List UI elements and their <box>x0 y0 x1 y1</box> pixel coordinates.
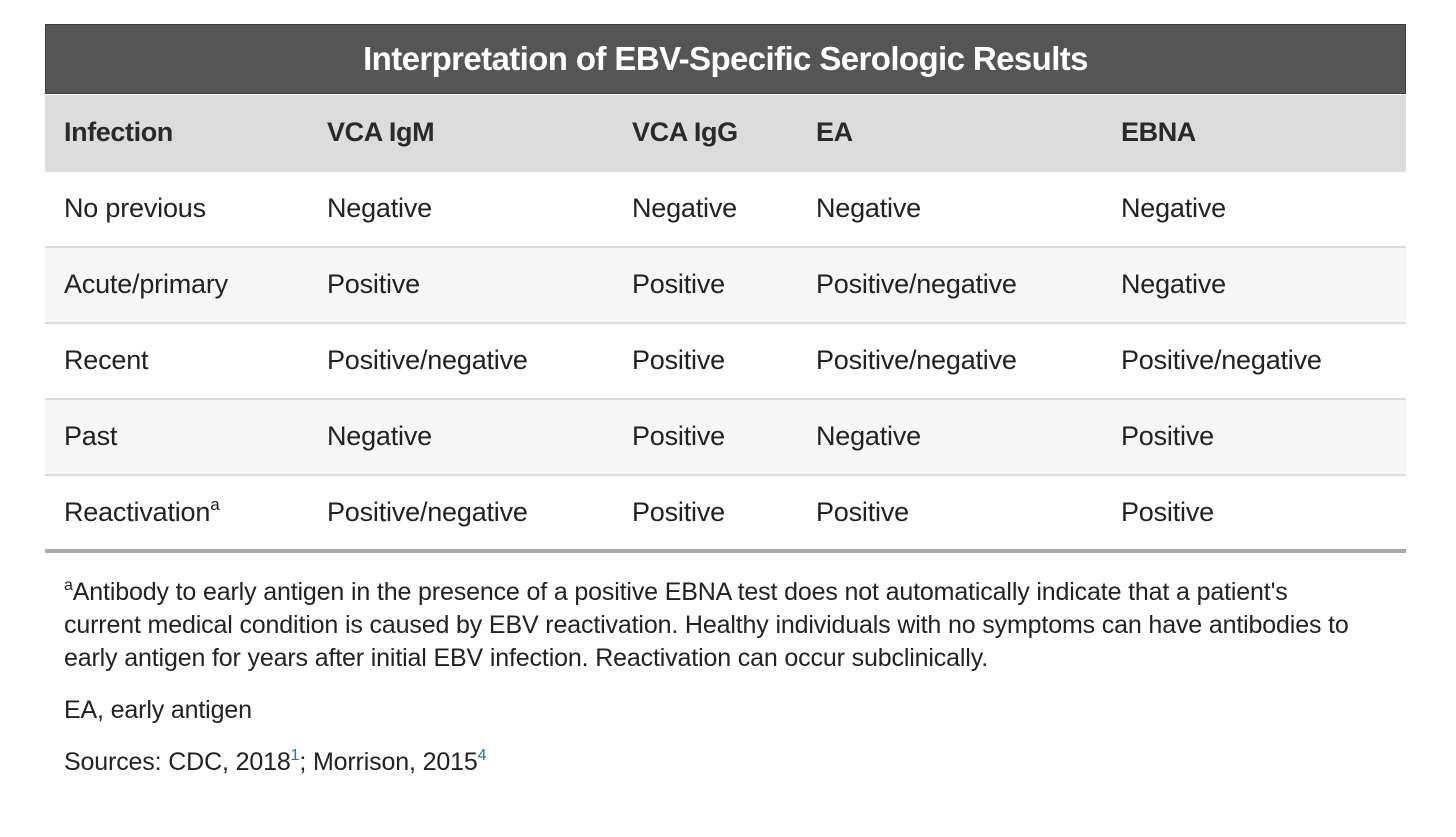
cell-ea: Positive/negative <box>816 269 1017 299</box>
cell-infection: No previous <box>64 193 206 223</box>
cell-vca-igm: Negative <box>327 421 432 451</box>
cell-vca-igg: Positive <box>632 496 725 527</box>
cell-vca-igg: Positive <box>632 421 725 451</box>
serology-table-container: Interpretation of EBV-Specific Serologic… <box>45 24 1406 553</box>
cell-ebna: Positive/negative <box>1121 345 1322 375</box>
cell-infection: Recent <box>64 345 149 375</box>
cell-vca-igm: Positive/negative <box>327 496 528 527</box>
cell-ea: Negative <box>816 193 921 223</box>
cell-ea: Negative <box>816 421 921 451</box>
footnote-marker-a: a <box>210 494 220 514</box>
footnote-a: aAntibody to early antigen in the presen… <box>64 576 1354 675</box>
cell-vca-igm: Negative <box>327 193 432 223</box>
column-header-vca-igg: VCA IgG <box>613 94 797 171</box>
cell-infection: Acute/primary <box>64 269 228 299</box>
column-header-ebna: EBNA <box>1102 94 1406 171</box>
cell-ea: Positive <box>816 496 909 527</box>
cell-vca-igg: Positive <box>632 269 725 299</box>
footnote-a-marker: a <box>64 577 73 594</box>
cell-infection: Reactivationa <box>64 494 220 527</box>
sources-note: Sources: CDC, 20181; Morrison, 20154 <box>64 747 487 777</box>
table-row: Past Negative Positive Negative Positive <box>45 398 1406 475</box>
table-footnotes: aAntibody to early antigen in the presen… <box>64 576 1354 798</box>
serology-table: Infection VCA IgM VCA IgG EA EBNA No pre… <box>45 94 1406 553</box>
column-header-ea: EA <box>797 94 1102 171</box>
reference-link-4[interactable]: 4 <box>477 747 487 764</box>
table-row: Reactivationa Positive/negative Positive… <box>45 474 1406 551</box>
table-row: No previous Negative Negative Negative N… <box>45 170 1406 247</box>
cell-ea: Positive/negative <box>816 345 1017 375</box>
cell-vca-igm: Positive/negative <box>327 345 528 375</box>
cell-vca-igg: Positive <box>632 345 725 375</box>
column-header-vca-igm: VCA IgM <box>308 94 613 171</box>
reference-link-1[interactable]: 1 <box>290 747 300 764</box>
cell-ebna: Positive <box>1121 421 1214 451</box>
column-header-infection: Infection <box>45 94 308 171</box>
source-morrison: Morrison, 2015 <box>312 748 478 776</box>
cell-ebna: Negative <box>1121 193 1226 223</box>
table-row: Acute/primary Positive Positive Positive… <box>45 246 1406 323</box>
cell-ebna: Positive <box>1121 496 1214 527</box>
cell-vca-igg: Negative <box>632 193 737 223</box>
table-header-row: Infection VCA IgM VCA IgG EA EBNA <box>45 94 1406 171</box>
cell-infection: Past <box>64 421 118 451</box>
cell-ebna: Negative <box>1121 269 1226 299</box>
table-row: Recent Positive/negative Positive Positi… <box>45 322 1406 399</box>
abbreviation-note: EA, early antigen <box>64 696 252 724</box>
cell-vca-igm: Positive <box>327 269 420 299</box>
source-cdc: CDC, 2018 <box>168 748 291 776</box>
footnote-a-text: Antibody to early antigen in the presenc… <box>64 578 1349 672</box>
table-title: Interpretation of EBV-Specific Serologic… <box>45 24 1406 94</box>
table-title-text: Interpretation of EBV-Specific Serologic… <box>363 40 1088 77</box>
